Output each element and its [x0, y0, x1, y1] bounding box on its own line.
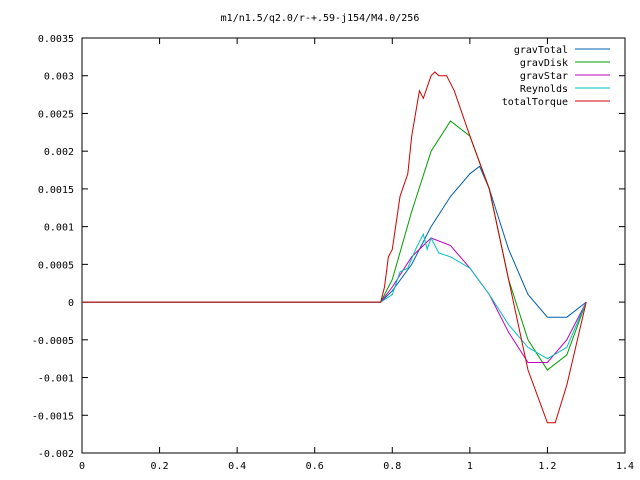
y-tick-label: -0.0005	[32, 336, 74, 347]
x-tick-label: 1.4	[616, 461, 634, 472]
y-tick-label: 0	[68, 298, 74, 309]
y-tick-label: 0.003	[44, 72, 74, 83]
y-tick-label: -0.001	[38, 374, 74, 385]
series-lines	[82, 71, 587, 424]
x-tick-label: 0.8	[383, 461, 401, 472]
series-line-gravdisk	[82, 120, 587, 371]
y-tick-label: 0.0005	[38, 260, 74, 271]
legend-label: gravStar	[520, 71, 568, 82]
x-tick-label: 0.2	[151, 461, 169, 472]
x-axis-ticks: 0 0.2 0.4 0.6 0.8 1 1.2 1.4	[79, 38, 634, 472]
x-tick-label: 1.2	[538, 461, 556, 472]
legend-label: Reynolds	[520, 84, 568, 95]
legend-label: totalTorque	[502, 97, 568, 108]
y-tick-label: 0.001	[44, 223, 74, 234]
x-tick-label: 0	[79, 461, 85, 472]
series-line-reynolds	[82, 232, 587, 360]
series-line-gravstar	[82, 237, 587, 363]
y-tick-label: -0.0015	[32, 411, 74, 422]
x-tick-label: 0.4	[228, 461, 246, 472]
y-axis-ticks: 0.0035 0.003 0.0025 0.002 0.0015 0.001 0.0005 0…	[32, 34, 625, 460]
y-tick-label: -0.002	[38, 449, 74, 460]
chart-title: m1/n1.5/q2.0/r-+.59-j154/M4.0/256	[221, 13, 420, 24]
legend-label: gravTotal	[514, 45, 568, 56]
y-tick-label: 0.0015	[38, 185, 74, 196]
legend: gravTotal gravDisk gravStar Reynolds totalTo…	[502, 45, 610, 108]
y-tick-label: 0.0025	[38, 109, 74, 120]
x-tick-label: 0.6	[306, 461, 324, 472]
legend-label: gravDisk	[520, 58, 568, 69]
x-tick-label: 1	[467, 461, 473, 472]
series-line-totaltorque	[82, 71, 587, 424]
y-tick-label: 0.002	[44, 147, 74, 158]
plot-frame	[81, 37, 626, 454]
y-tick-label: 0.0035	[38, 34, 74, 45]
series-line-gravtotal	[82, 165, 587, 318]
